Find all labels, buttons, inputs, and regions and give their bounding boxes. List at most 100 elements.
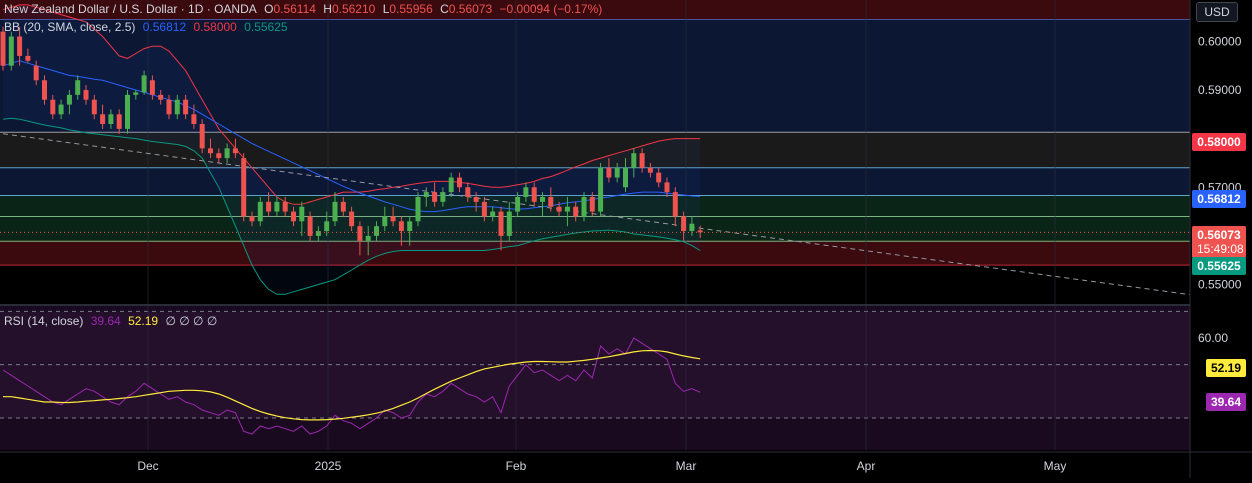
candle-body [315,231,321,236]
candle-body [125,94,130,129]
candle-body [506,211,512,236]
bb-label: BB (20, SMA, close, 2.5) [4,20,136,34]
time-tick-label: 2025 [315,459,342,473]
candles[interactable] [0,26,1190,256]
candle-body [681,216,687,232]
candle-body [515,196,521,212]
candle-body [224,148,230,159]
price-change: −0.00094 (−0.17%) [499,2,603,16]
bb-legend[interactable]: BB (20, SMA, close, 2.5) 0.56812 0.58000… [4,20,292,34]
symbol-legend: New Zealand Dollar / U.S. Dollar · 1D · … [4,2,606,16]
candle-body [614,167,620,178]
candle-body [432,192,438,202]
price-zone [0,19,1190,133]
candle-body [647,167,653,173]
candle-body [689,223,695,232]
bb-upper-value: 0.58000 [193,20,237,34]
price-zone [0,195,1190,217]
candle-body [556,206,562,212]
candle-body [531,187,537,202]
time-tick-label: May [1044,459,1067,473]
candle-body [50,99,56,115]
candle-body [606,167,612,178]
candle-body [631,153,637,168]
candle-body [324,221,330,232]
candle-body [241,158,247,217]
candle-body [42,80,47,100]
candle-body [191,114,197,125]
candle-body [75,80,81,95]
candle-body [83,89,89,100]
candle-body [17,36,23,56]
candle-body [448,177,454,193]
candle-body [91,99,97,115]
candle-body [623,167,628,188]
candle-body [0,31,6,66]
candle-body [216,153,222,159]
time-tick-label: Dec [137,459,158,473]
bb-lower-badge: 0.55625 [1192,257,1246,275]
rsi-legend[interactable]: RSI (14, close) 39.64 52.19 ∅ ∅ ∅ ∅ [4,314,221,328]
candle-body [581,196,587,217]
candle-body [183,99,189,115]
candle-body [390,216,396,222]
candle-body [282,201,288,212]
candle-body [365,235,371,241]
rsi-ma-value: 52.19 [128,314,159,328]
rsi-tick-label: 60.00 [1198,331,1228,345]
candle-body [481,201,487,217]
candle-body [257,201,263,222]
bb-lower-value: 0.55625 [244,20,288,34]
rsi-badge: 39.64 [1206,393,1246,411]
rsi-lines [2,337,701,435]
candle-body [465,187,471,197]
price-zone [0,241,1190,266]
candle-body [66,94,72,105]
last-price: 0.56073 [1197,228,1241,242]
candle-body [158,94,164,100]
candle-body [332,201,338,222]
rsi-label: RSI (14, close) [4,314,84,328]
trend-line [2,133,1224,300]
candle-body [490,211,496,217]
candle-body [149,80,155,95]
candle-body [141,75,147,93]
candle-body [598,167,604,212]
candle-body [415,196,421,222]
candle-body [498,211,504,236]
candle-body [208,148,213,154]
ohlc-high: H0.56210 [323,2,376,16]
candle-body [656,172,662,183]
candle-body [349,211,355,227]
candle-body [166,99,172,115]
time-tick-label: Apr [857,459,876,473]
candle-body [133,92,139,95]
price-zone [0,0,1190,20]
candle-body [266,201,272,212]
rsi-ma-line [3,349,701,421]
candle-body [58,104,64,115]
currency-button[interactable]: USD [1196,2,1238,22]
price-tick-label: 0.60000 [1198,34,1242,48]
candle-body [639,153,645,168]
candle-body [274,201,280,212]
rsi-ma-badge: 52.19 [1206,359,1246,377]
candle-body [8,36,14,66]
candle-body [573,206,579,217]
rsi-value: 39.64 [90,314,121,328]
price-zone [0,167,1190,196]
candle-body [116,114,122,129]
candle-body [473,196,479,202]
bar-countdown: 15:49:08 [1197,242,1244,256]
candle-body [307,216,313,236]
candle-body [523,187,529,197]
price-zones [0,0,1190,266]
candle-body [589,196,595,212]
candle-body [548,196,554,207]
candle-body [407,221,413,232]
candle-body [25,55,31,61]
ohlc-open: O0.56114 [264,2,316,16]
candle-body [357,226,363,241]
